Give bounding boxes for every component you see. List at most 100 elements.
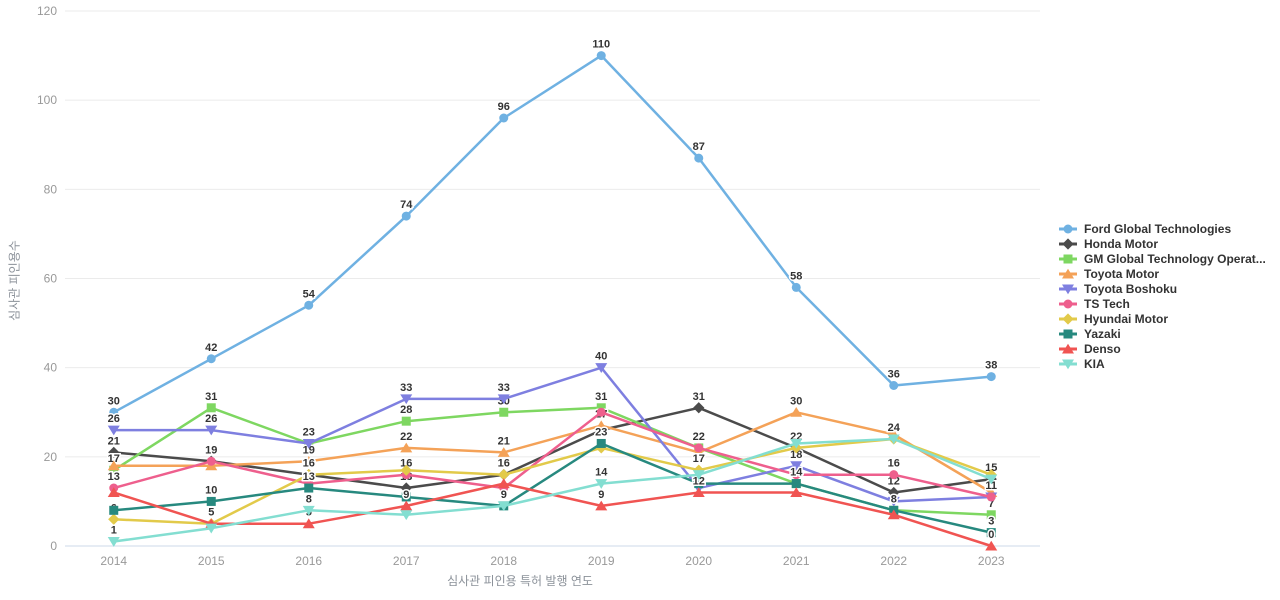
data-point[interactable]: [497, 478, 510, 489]
data-point[interactable]: [109, 407, 119, 417]
data-point[interactable]: [401, 416, 411, 426]
data-point[interactable]: [595, 363, 608, 373]
data-point[interactable]: [595, 479, 608, 489]
data-point[interactable]: [400, 394, 413, 405]
data-point-label: 74: [400, 199, 413, 211]
data-point[interactable]: [400, 464, 412, 476]
legend-item-ford-global-technologies[interactable]: Ford Global Technologies: [1058, 223, 1266, 235]
legend-item-honda-motor[interactable]: Honda Motor: [1058, 238, 1266, 250]
y-tick-label: 80: [44, 182, 58, 196]
data-point[interactable]: [302, 438, 315, 449]
data-point[interactable]: [596, 51, 606, 61]
data-point[interactable]: [595, 420, 608, 431]
data-point[interactable]: [108, 513, 120, 525]
data-point-label: 54: [303, 288, 316, 300]
data-point[interactable]: [400, 500, 413, 511]
data-point-label: 23: [595, 426, 607, 438]
data-point-label: 96: [498, 101, 510, 113]
data-point[interactable]: [497, 394, 510, 405]
data-point-label: 30: [108, 395, 120, 407]
data-point[interactable]: [107, 460, 120, 471]
data-point[interactable]: [206, 403, 216, 413]
legend-item-gm-global-technology-operat[interactable]: GM Global Technology Operat...: [1058, 253, 1266, 265]
data-point[interactable]: [497, 501, 510, 512]
data-point[interactable]: [497, 447, 510, 457]
data-point[interactable]: [985, 474, 998, 485]
legend-item-kia[interactable]: KIA: [1058, 358, 1266, 370]
data-point[interactable]: [791, 282, 801, 292]
data-point[interactable]: [107, 487, 120, 497]
data-point[interactable]: [889, 470, 899, 480]
triangle-up-marker-icon: [1058, 343, 1078, 355]
data-point[interactable]: [694, 153, 704, 163]
data-point[interactable]: [986, 528, 996, 538]
data-point[interactable]: [303, 469, 315, 481]
data-point[interactable]: [791, 470, 801, 480]
series-line: [112, 442, 993, 534]
data-point[interactable]: [400, 442, 413, 453]
data-point-label: 19: [205, 444, 217, 456]
data-point-label: 40: [595, 351, 607, 363]
legend-label: Hyundai Motor: [1084, 312, 1168, 326]
data-point[interactable]: [986, 372, 996, 382]
data-point[interactable]: [596, 438, 606, 448]
legend-item-toyota-boshoku[interactable]: Toyota Boshoku: [1058, 283, 1266, 295]
data-point[interactable]: [109, 505, 119, 515]
data-point-label: 31: [205, 391, 217, 403]
data-point[interactable]: [887, 496, 900, 507]
data-point[interactable]: [791, 479, 801, 489]
data-point[interactable]: [790, 487, 803, 497]
data-point-label: 16: [498, 458, 510, 470]
data-point[interactable]: [498, 469, 510, 481]
data-point[interactable]: [888, 486, 900, 499]
data-point[interactable]: [986, 510, 996, 520]
data-point[interactable]: [499, 407, 509, 417]
data-point[interactable]: [206, 354, 216, 364]
data-point[interactable]: [595, 500, 608, 511]
data-point-label: 8: [891, 493, 897, 505]
data-point[interactable]: [790, 438, 803, 449]
data-point[interactable]: [401, 492, 411, 502]
data-point[interactable]: [694, 479, 704, 489]
data-point[interactable]: [400, 510, 413, 521]
data-point[interactable]: [790, 406, 803, 417]
data-point[interactable]: [596, 407, 606, 417]
data-point[interactable]: [304, 483, 314, 493]
data-point[interactable]: [499, 113, 509, 123]
data-point[interactable]: [985, 540, 998, 551]
data-point[interactable]: [986, 492, 996, 502]
data-point[interactable]: [302, 518, 315, 529]
data-point[interactable]: [889, 381, 899, 390]
data-point[interactable]: [205, 523, 218, 534]
series-line: [112, 366, 993, 503]
data-point-label: 3: [988, 516, 994, 528]
data-point[interactable]: [205, 425, 218, 436]
legend-item-ts-tech[interactable]: TS Tech: [1058, 298, 1266, 310]
data-point-label: 30: [790, 395, 802, 407]
data-point[interactable]: [206, 456, 216, 466]
data-point[interactable]: [107, 537, 120, 547]
legend-item-toyota-motor[interactable]: Toyota Motor: [1058, 268, 1266, 280]
data-point[interactable]: [401, 211, 411, 221]
data-point[interactable]: [692, 470, 705, 480]
data-point[interactable]: [302, 505, 315, 516]
data-point[interactable]: [790, 461, 803, 472]
data-point[interactable]: [400, 482, 412, 494]
legend-item-denso[interactable]: Denso: [1058, 343, 1266, 355]
data-point-label: 58: [790, 270, 802, 282]
data-point[interactable]: [108, 446, 120, 458]
data-point[interactable]: [692, 487, 705, 497]
data-point[interactable]: [887, 509, 900, 520]
legend-item-hyundai-motor[interactable]: Hyundai Motor: [1058, 313, 1266, 325]
data-point[interactable]: [694, 443, 704, 453]
data-point[interactable]: [302, 455, 315, 466]
data-point[interactable]: [693, 402, 705, 414]
data-point[interactable]: [304, 300, 314, 310]
data-point[interactable]: [206, 496, 216, 506]
data-point[interactable]: [887, 434, 900, 445]
legend-label: Yazaki: [1084, 327, 1121, 341]
data-point[interactable]: [107, 425, 120, 436]
legend-item-yazaki[interactable]: Yazaki: [1058, 328, 1266, 340]
